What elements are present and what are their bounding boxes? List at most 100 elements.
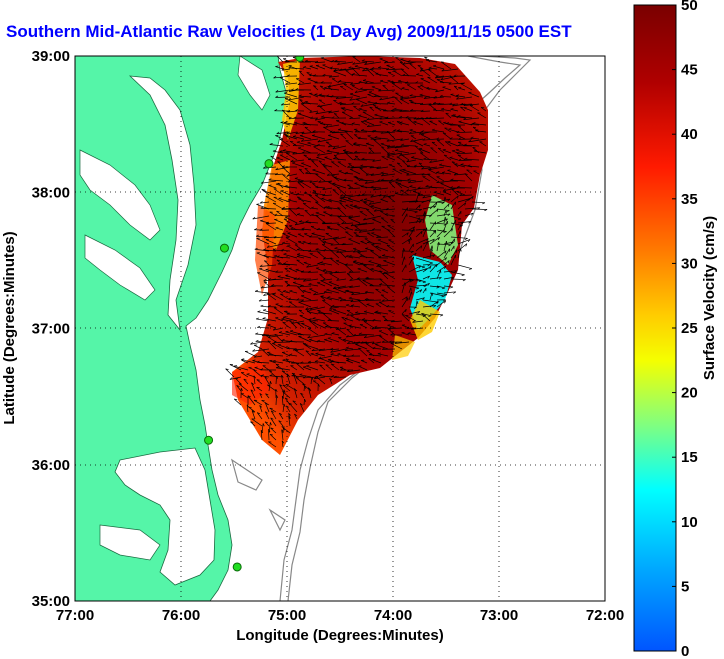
vector-arrow [317, 229, 326, 231]
vector-arrow [386, 208, 396, 211]
vector-arrowhead [334, 113, 338, 115]
vector-arrowhead [355, 155, 359, 157]
vector-arrow [419, 68, 431, 72]
vector-arrow [401, 144, 417, 147]
vector-arrow [288, 180, 298, 183]
vector-arrow [367, 94, 375, 98]
vector-arrow [319, 364, 326, 371]
vector-arrowhead [364, 81, 368, 84]
vector-arrow [354, 152, 368, 154]
vector-arrow [457, 221, 472, 224]
vector-arrow [443, 285, 454, 288]
vector-arrowhead [422, 138, 426, 141]
vector-arrow [309, 65, 319, 70]
vector-arrow [308, 319, 319, 322]
vector-arrowhead [420, 109, 424, 112]
vector-arrowhead [297, 286, 301, 288]
vector-arrowhead [429, 262, 433, 265]
vector-arrow [284, 224, 291, 231]
vector-arrow [265, 239, 277, 245]
vector-arrow [343, 84, 354, 91]
vector-arrowhead [286, 131, 289, 135]
vector-arrowhead [412, 320, 416, 323]
vector-arrowhead [310, 352, 314, 355]
vector-arrowhead [300, 392, 304, 395]
vector-arrowhead [400, 138, 404, 141]
vector-arrow [329, 378, 333, 385]
vector-arrow [364, 334, 382, 339]
vector-arrow [407, 166, 417, 168]
vector-arrow [319, 85, 326, 91]
vector-arrowhead [339, 197, 343, 199]
vector-arrow [363, 120, 375, 126]
vector-arrowhead [457, 195, 459, 199]
vector-arrowhead [365, 67, 369, 70]
vector-arrowhead [269, 374, 273, 377]
vector-arrow [374, 208, 389, 212]
vector-arrowhead [368, 357, 372, 360]
vector-arrowhead [424, 56, 428, 59]
vector-arrowhead [305, 350, 309, 352]
vector-arrowhead [417, 311, 421, 314]
vector-arrow [322, 300, 333, 308]
vector-arrow [334, 271, 347, 274]
vector-arrowhead [375, 72, 379, 75]
vector-arrow [284, 122, 298, 126]
colorbar-tick-label: 40 [681, 126, 698, 143]
vector-arrow [429, 263, 438, 273]
vector-arrow [256, 318, 270, 322]
vector-arrowhead [463, 103, 467, 106]
vector-arrow [386, 68, 403, 71]
vector-arrow [317, 263, 326, 266]
vector-arrowhead [447, 213, 451, 217]
vector-arrowhead [263, 166, 266, 169]
vector-arrow [396, 121, 403, 126]
vector-arrow [339, 251, 347, 259]
vector-arrowhead [318, 180, 322, 183]
vector-arrow [360, 341, 375, 344]
vector-arrowhead [289, 402, 293, 405]
vector-arrow [402, 169, 417, 175]
vector-arrow [318, 99, 326, 105]
vector-arrowhead [451, 228, 453, 232]
vector-arrowhead [251, 382, 255, 385]
vector-arrow [260, 430, 263, 441]
vector-arrow [464, 144, 480, 147]
vector-arrowhead [268, 278, 271, 281]
vector-arrow [391, 82, 403, 91]
vector-arrow [334, 247, 347, 252]
vector-arrowhead [367, 100, 371, 103]
vector-arrow [280, 122, 291, 126]
vector-arrowhead [383, 318, 387, 321]
vector-arrowhead [252, 359, 256, 361]
vector-arrowhead [289, 289, 293, 292]
vector-arrowhead [305, 220, 309, 223]
vector-arrow [315, 186, 326, 189]
vector-arrowhead [307, 310, 311, 312]
vector-arrow [287, 232, 298, 238]
vector-arrowhead [276, 259, 280, 261]
vector-arrow [353, 106, 361, 112]
vector-arrow [327, 337, 340, 343]
vector-arrowhead [377, 179, 381, 182]
vector-arrowhead [460, 106, 464, 109]
vector-arrow [341, 111, 354, 119]
vector-arrowhead [373, 139, 377, 141]
vector-arrowhead [402, 73, 406, 76]
vector-arrowhead [323, 206, 328, 208]
vector-arrow [436, 229, 445, 238]
vector-arrow [408, 243, 414, 252]
vector-arrowhead [286, 173, 290, 177]
vector-arrow [422, 264, 431, 266]
vector-arrowhead [281, 338, 285, 341]
vector-arrowhead [288, 66, 292, 69]
vector-arrowhead [268, 184, 272, 186]
vector-arrowhead [269, 433, 274, 436]
vector-arrow [335, 327, 347, 336]
vector-arrow [351, 123, 361, 126]
vector-arrow [433, 191, 445, 196]
vector-arrowhead [374, 101, 378, 104]
vector-arrow [284, 92, 298, 98]
vector-arrowhead [326, 288, 330, 291]
vector-arrow [294, 178, 305, 182]
